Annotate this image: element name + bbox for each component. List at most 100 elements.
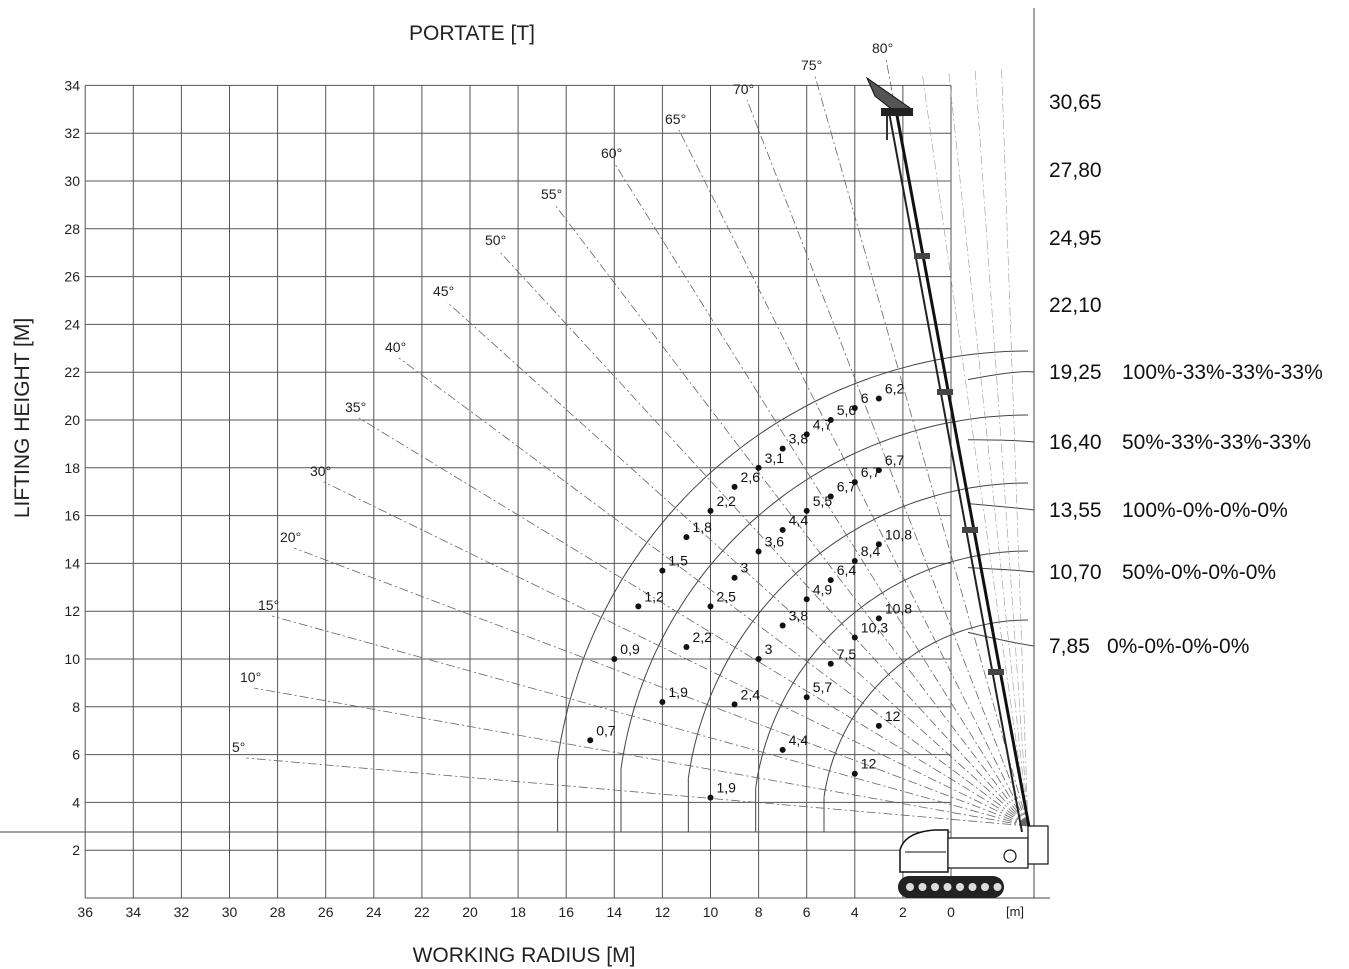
load-point xyxy=(587,737,594,744)
x-tick-label: 10 xyxy=(703,904,719,920)
x-tick-label: 24 xyxy=(366,904,382,920)
load-point xyxy=(851,479,858,486)
boom-length-label: 7,85 xyxy=(1049,635,1090,658)
load-label: 4,4 xyxy=(789,512,809,528)
load-label: 2,6 xyxy=(741,469,761,485)
angle-line-minor xyxy=(1001,66,1029,827)
y-tick-label: 16 xyxy=(64,508,80,524)
load-label: 2,4 xyxy=(741,686,761,702)
x-tick-label: 18 xyxy=(510,904,526,920)
x-tick-label: 30 xyxy=(222,904,238,920)
y-tick-label: 30 xyxy=(64,173,80,189)
y-tick-label: 22 xyxy=(64,364,80,380)
angle-line xyxy=(498,250,1029,827)
angle-label: 75° xyxy=(801,57,822,73)
load-label: 1,9 xyxy=(668,684,688,700)
load-label: 5,6 xyxy=(837,402,857,418)
load-label: 8,4 xyxy=(861,543,881,559)
boom-section-joint xyxy=(962,527,978,533)
axes: 36 34 32 30 28 26 24 22 20 18 16 14 12 10 8 6 4 2 02468101… xyxy=(64,77,1322,920)
angle-line xyxy=(358,417,1029,827)
boom-config-label: 50%-33%-33%-33% xyxy=(1122,431,1311,454)
boom-length-label: 27,80 xyxy=(1049,159,1102,182)
y-tick-label: 4 xyxy=(72,794,80,810)
boom-tip xyxy=(881,108,913,116)
angle-label: 55° xyxy=(541,186,562,202)
grid xyxy=(0,8,1050,899)
load-point xyxy=(707,794,714,801)
angle-line xyxy=(746,99,1029,827)
load-point xyxy=(611,656,618,662)
track-roller xyxy=(906,883,914,891)
x-tick-label: 6 xyxy=(803,904,811,920)
angle-label: 70° xyxy=(733,81,754,97)
load-label: 2,2 xyxy=(717,493,737,509)
load-point xyxy=(803,431,810,438)
load-point xyxy=(851,634,858,641)
angle-label: 45° xyxy=(433,283,454,299)
load-point xyxy=(803,694,810,701)
x-tick-label: 32 xyxy=(174,904,190,920)
load-label: 6,7 xyxy=(861,464,881,480)
winch-drum xyxy=(1003,849,1017,863)
boom-section-joint xyxy=(988,669,1004,675)
crane-body xyxy=(947,837,1029,869)
angle-label: 60° xyxy=(601,145,622,161)
angle-label: 80° xyxy=(872,40,893,56)
angle-label: 30° xyxy=(310,463,331,479)
x-tick-label: 14 xyxy=(607,904,623,920)
load-label: 3,8 xyxy=(789,608,809,624)
angle-line xyxy=(323,481,1029,827)
boom-length-label: 22,10 xyxy=(1049,294,1102,317)
boom-length-label: 10,70 xyxy=(1049,561,1102,584)
load-label: 5,7 xyxy=(813,679,833,695)
angle-label: 20° xyxy=(280,529,301,545)
x-tick-label: 34 xyxy=(126,904,142,920)
load-point xyxy=(827,660,834,667)
arc-leader xyxy=(967,567,1035,573)
load-point xyxy=(755,656,762,662)
angle-lines: 5° 10° 15° 20° 30° 35° 40° 45° 50° 55° 60° 65° 70° 75… xyxy=(232,40,1029,827)
reach-arc xyxy=(687,482,1029,779)
y-tick-label: 28 xyxy=(64,221,80,237)
x-tick-label: 2 xyxy=(899,904,907,920)
load-label: 12 xyxy=(861,756,877,772)
angle-line xyxy=(398,357,1029,827)
boom-length-label: 13,55 xyxy=(1049,499,1102,522)
boom-config-label: 100%-33%-33%-33% xyxy=(1122,361,1323,384)
angle-line xyxy=(446,301,1029,827)
boom-length-label: 16,40 xyxy=(1049,431,1102,454)
angle-line xyxy=(554,204,1029,827)
load-point xyxy=(731,574,738,581)
reach-arc xyxy=(755,550,1029,788)
load-point xyxy=(731,483,738,490)
load-label: 5,5 xyxy=(813,493,833,509)
x-tick-label: 8 xyxy=(755,904,763,920)
load-point xyxy=(707,507,714,514)
x-tick-label: 26 xyxy=(318,904,334,920)
angle-label: 35° xyxy=(345,399,366,415)
angle-line xyxy=(245,757,1029,827)
y-tick-label: 10 xyxy=(64,651,80,667)
x-tick-label: 0 xyxy=(947,904,955,920)
load-label: 3 xyxy=(741,560,749,576)
load-label: 6,4 xyxy=(837,562,857,578)
angle-line xyxy=(678,129,1029,827)
load-label: 10,3 xyxy=(861,619,888,635)
reach-arc xyxy=(823,619,1029,798)
angle-line xyxy=(814,75,1029,827)
angle-label: 50° xyxy=(485,232,506,248)
y-tick-label: 34 xyxy=(64,77,80,93)
load-label: 3 xyxy=(765,641,773,657)
angle-line xyxy=(293,547,1029,827)
x-unit-label: [m] xyxy=(1006,904,1024,919)
load-point xyxy=(827,577,834,584)
load-label: 10,8 xyxy=(885,526,912,542)
track-roller xyxy=(918,883,927,891)
x-tick-label: 16 xyxy=(558,904,574,920)
y-tick-label: 2 xyxy=(72,842,80,858)
load-point xyxy=(827,417,834,423)
crane-drawing xyxy=(865,76,1049,898)
load-point xyxy=(875,395,882,402)
